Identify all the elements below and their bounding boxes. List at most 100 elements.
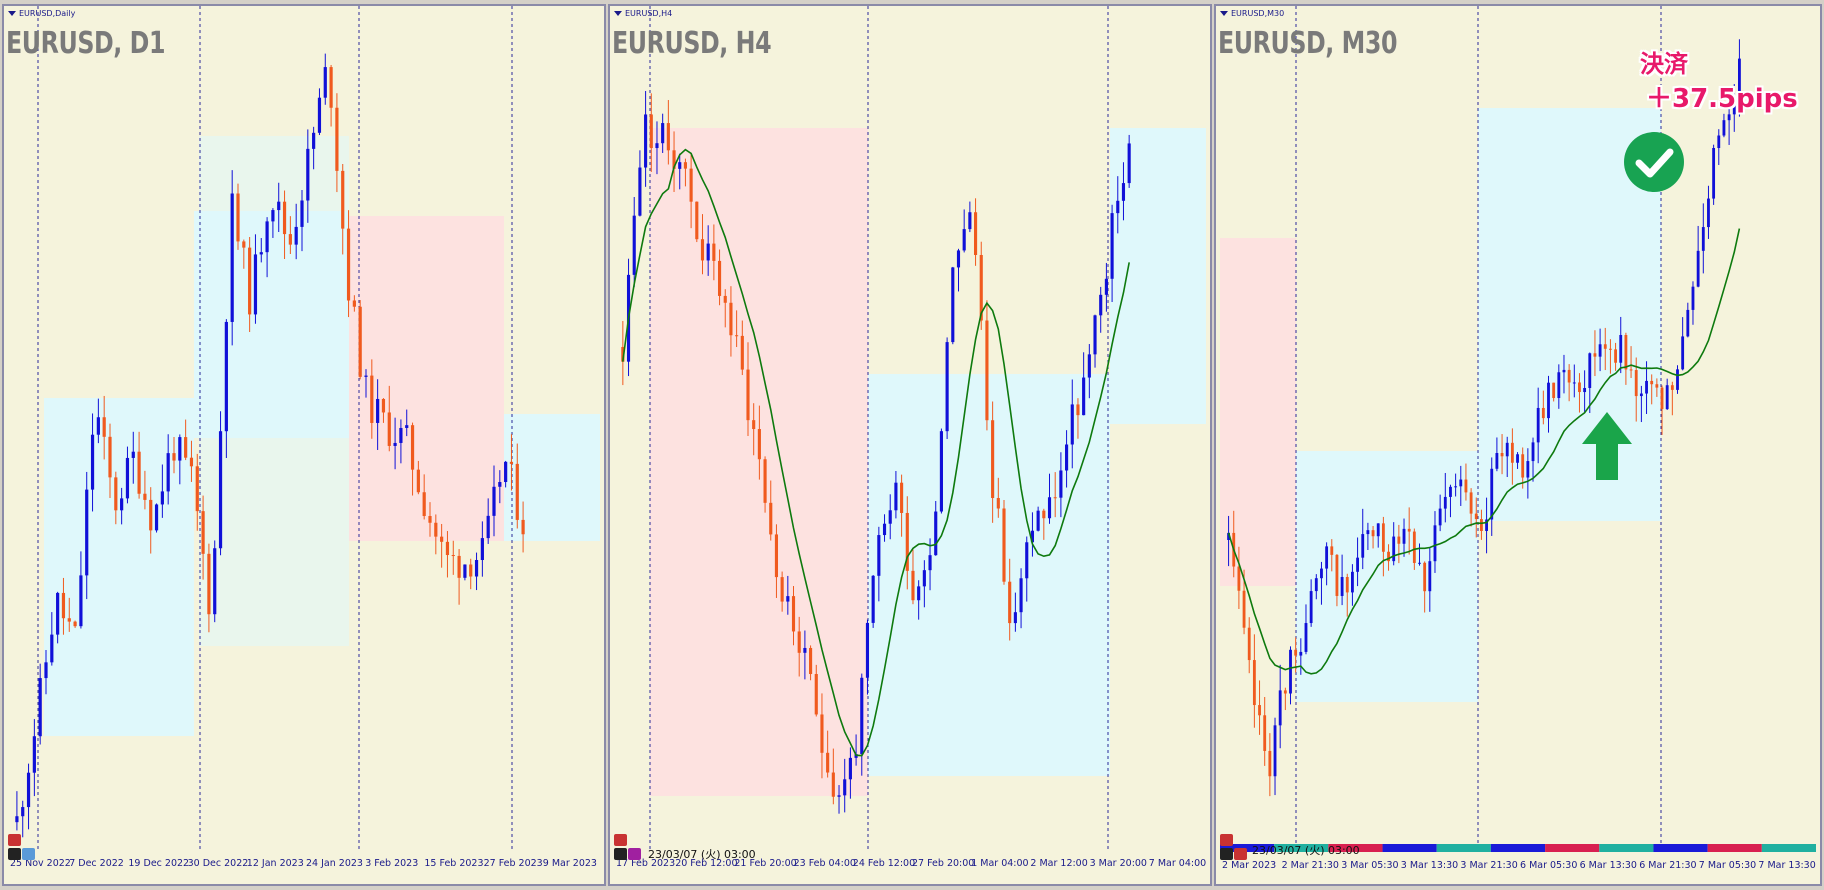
candle-body xyxy=(1325,546,1329,569)
candle-body xyxy=(1042,510,1046,519)
candle-body xyxy=(79,575,83,627)
candle-body xyxy=(1650,380,1654,385)
candle xyxy=(1345,573,1349,617)
candle xyxy=(666,100,670,165)
chart-pane-d1[interactable]: EURUSD,Daily EURUSD, D1 25 Nov 2022 7 Dec… xyxy=(2,4,606,886)
candle-body xyxy=(370,375,374,423)
candle xyxy=(1660,385,1664,435)
chart-menu-button[interactable] xyxy=(8,834,21,846)
chart-tool-button[interactable] xyxy=(1220,848,1233,860)
candle-body xyxy=(882,523,887,536)
candle xyxy=(445,531,450,578)
chart-color-button[interactable] xyxy=(22,848,35,860)
candle-body xyxy=(1583,387,1587,393)
chart-tool-button[interactable] xyxy=(614,848,627,860)
candle-body xyxy=(317,97,322,133)
candle-body xyxy=(1443,496,1447,509)
candle xyxy=(1423,561,1427,613)
chart-pane-h4[interactable]: EURUSD,H4 EURUSD, H4 17 Feb 2023 20 Feb 1… xyxy=(608,4,1212,886)
candle xyxy=(224,319,228,459)
candle xyxy=(1099,286,1103,333)
candle-body xyxy=(1474,513,1478,520)
candle xyxy=(1474,497,1478,538)
dropdown-triangle-icon[interactable] xyxy=(614,11,622,16)
candle-body xyxy=(1738,58,1741,100)
candle-body xyxy=(26,772,31,808)
candle-body xyxy=(1521,454,1525,478)
candle-body xyxy=(968,212,972,230)
pane-mini-title: EURUSD,Daily xyxy=(8,9,75,18)
candle-body xyxy=(1609,348,1612,350)
candle xyxy=(991,401,995,523)
candle-body xyxy=(1423,562,1427,592)
candle-body xyxy=(1603,344,1607,349)
candle xyxy=(1065,430,1069,488)
candle xyxy=(410,422,415,496)
chart-color-button[interactable] xyxy=(1234,848,1247,860)
price-zone xyxy=(1110,128,1206,424)
candle xyxy=(67,597,71,632)
candle xyxy=(797,616,801,677)
candle xyxy=(882,514,887,542)
candle xyxy=(1076,398,1080,439)
x-axis-tick-label: 7 Mar 13:30 xyxy=(1758,860,1815,871)
candle xyxy=(120,487,124,525)
candle-body xyxy=(1345,576,1349,593)
candle xyxy=(837,785,841,814)
candle-body xyxy=(774,534,779,578)
candle-body xyxy=(306,148,310,201)
candle xyxy=(1025,536,1029,602)
candle xyxy=(38,663,42,745)
x-axis-tick-label: 27 Feb 20:00 xyxy=(912,858,974,869)
candle xyxy=(323,53,327,105)
candle-body xyxy=(1030,530,1035,543)
price-zone xyxy=(349,216,504,541)
candle-body xyxy=(259,252,263,255)
dropdown-triangle-icon[interactable] xyxy=(1220,11,1228,16)
candle-body xyxy=(820,714,824,753)
candle-body xyxy=(1013,612,1017,624)
candle-body xyxy=(213,548,217,615)
session-stripe xyxy=(1545,844,1600,852)
chart-tool-button[interactable] xyxy=(8,848,21,860)
candle-body xyxy=(137,451,141,494)
candle-body xyxy=(160,491,164,505)
candle xyxy=(1299,638,1303,675)
x-axis-tick-label: 12 Jan 2023 xyxy=(247,858,304,869)
candle-body xyxy=(1412,531,1416,563)
x-axis-tick-label: 6 Mar 13:30 xyxy=(1580,860,1637,871)
candle-body xyxy=(416,469,420,493)
candle-body xyxy=(1099,294,1103,316)
candle xyxy=(1634,357,1638,422)
candle-body xyxy=(951,267,955,343)
chart-pane-m30[interactable]: EURUSD,M30 EURUSD, M30 2 Mar 2023 2 Mar 2… xyxy=(1214,4,1822,886)
candle-body xyxy=(1376,523,1380,537)
candle-body xyxy=(352,300,356,307)
dropdown-triangle-icon[interactable] xyxy=(8,11,16,16)
candle xyxy=(1252,634,1256,728)
candle xyxy=(1541,390,1545,425)
chart-menu-button[interactable] xyxy=(1220,834,1233,846)
up-arrow-icon xyxy=(1582,412,1632,480)
candle xyxy=(757,405,761,480)
candle xyxy=(672,131,676,192)
session-stripe xyxy=(1490,844,1546,852)
candle xyxy=(848,747,852,799)
candle-body xyxy=(1237,566,1241,591)
candle xyxy=(201,495,205,580)
chart-menu-button[interactable] xyxy=(614,834,627,846)
candle xyxy=(1732,84,1736,132)
candle-body xyxy=(803,647,807,653)
candle xyxy=(786,575,790,615)
candle-body xyxy=(735,335,739,337)
candle xyxy=(358,300,362,380)
candle-body xyxy=(451,555,455,557)
price-zone xyxy=(504,414,600,541)
candle xyxy=(968,201,972,233)
candle xyxy=(189,440,194,482)
candle xyxy=(271,208,275,238)
candle-body xyxy=(900,482,904,513)
pane-symbol-title: EURUSD, D1 xyxy=(6,26,166,61)
candle-body xyxy=(1593,353,1597,357)
chart-color-button[interactable] xyxy=(628,848,641,860)
